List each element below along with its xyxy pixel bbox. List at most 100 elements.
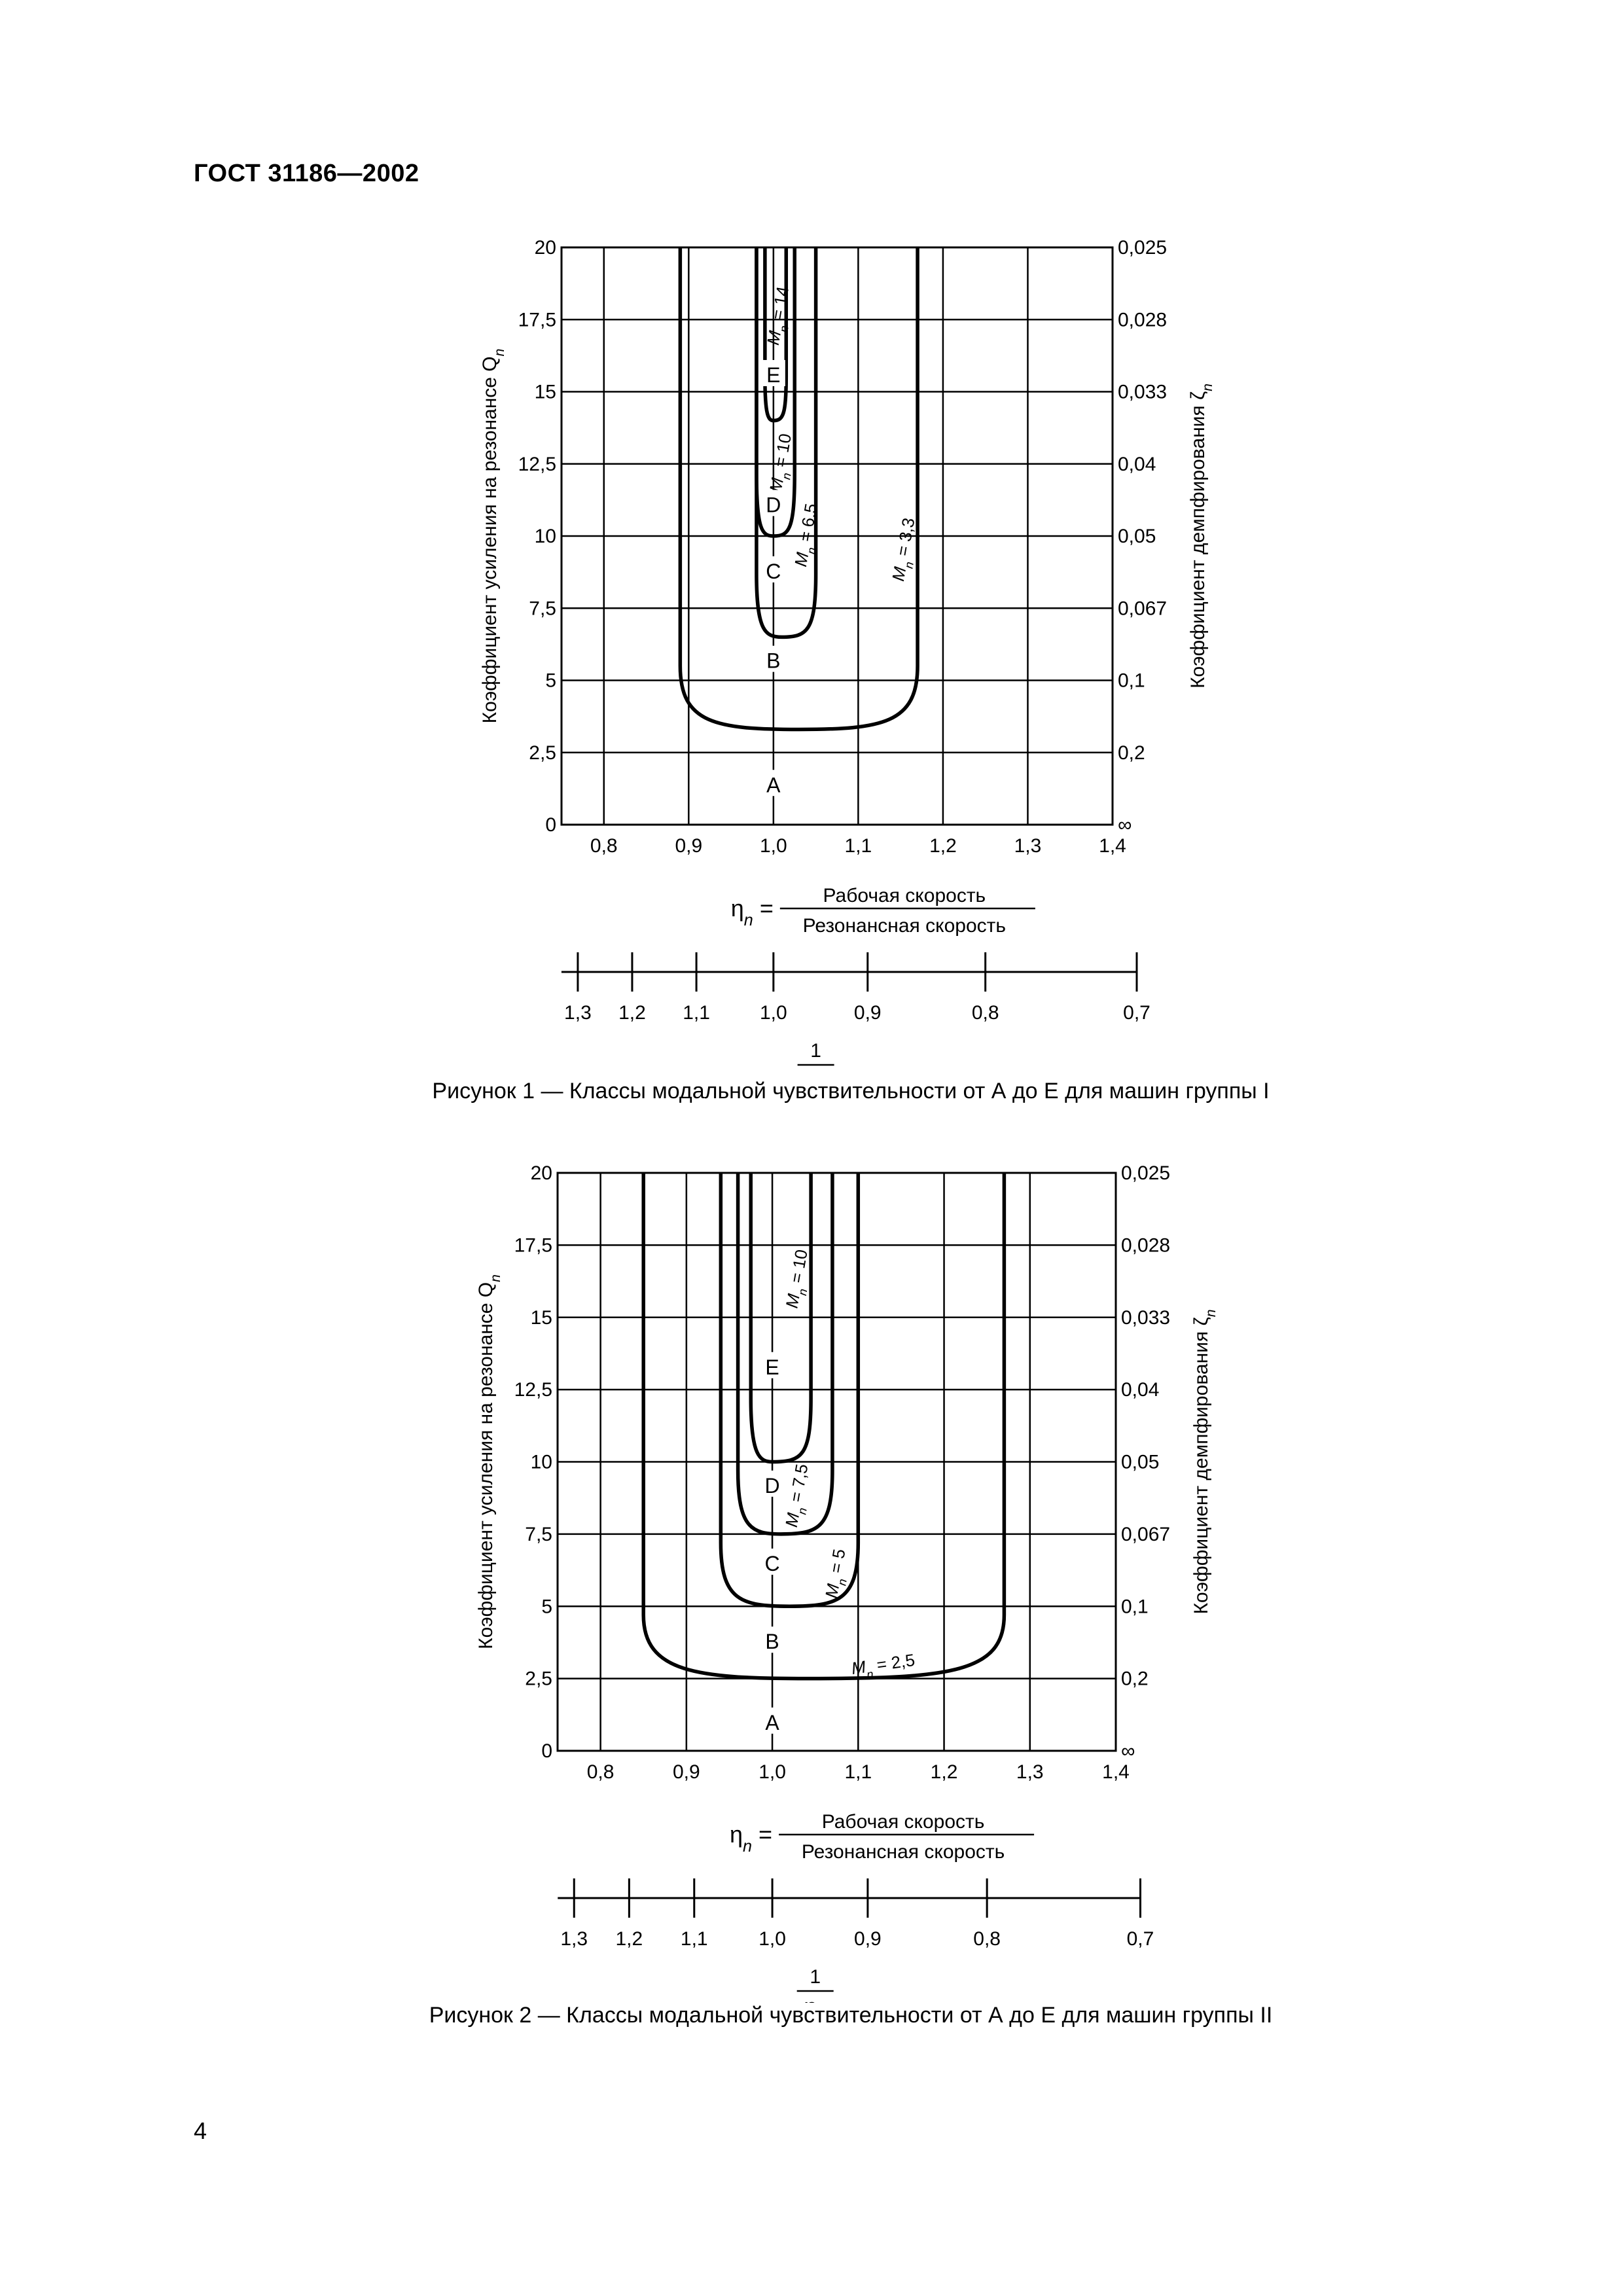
y2-tick-label: 0,1 [1121,1596,1149,1617]
reciprocal-axis-tick-label: 1,0 [760,1002,787,1024]
y2-tick-label: 0,04 [1121,1379,1159,1401]
y-tick-label: 12,5 [514,1379,552,1401]
series-curve [736,1173,834,1536]
y-axis-label: Коэффициент усиления на резонансе Qn [475,1274,503,1649]
x-formula-symbol: ηn = [731,895,774,929]
document-header: ГОСТ 31186—2002 [194,160,419,187]
y-tick-label: 17,5 [518,309,556,331]
zone-label: B [766,649,780,673]
y2-tick-label: 0,033 [1118,382,1167,403]
y2-tick-label: ∞ [1121,1740,1135,1762]
y2-tick-label: 0,033 [1121,1307,1170,1329]
x-formula-symbol: ηn = [730,1821,772,1856]
x-tick-label: 0,9 [675,835,702,857]
grid-lines [558,1172,1117,1752]
y-tick-label: 15 [531,1307,552,1329]
zone-label: C [766,560,781,583]
y-tick-label: 5 [545,670,556,692]
series-label: Mn = 5 [821,1547,855,1600]
reciprocal-axis-tick-label: 1,1 [683,1002,710,1024]
zone-label: B [765,1630,779,1653]
x-tick-label: 1,3 [1016,1761,1044,1783]
grid-lines [562,246,1114,826]
y-axis-label: Коэффициент усиления на резонансе Qn [479,349,507,724]
x-formula-numerator: Рабочая скорость [822,1811,985,1833]
x-tick-label: 0,8 [587,1761,615,1783]
y-tick-label: 2,5 [525,1668,552,1690]
series-curve [678,247,919,732]
zone-label-background [761,556,785,583]
y2-tick-label: 0,05 [1121,1452,1159,1473]
reciprocal-axis-tick-label: 1,3 [564,1002,592,1024]
reciprocal-axis-label-numerator: 1 [810,1966,821,1988]
zone-label: A [766,773,781,797]
reciprocal-axis-tick-label: 0,8 [972,1002,999,1024]
figure-2-caption: Рисунок 2 — Классы модальной чувствитель… [429,2003,1273,2028]
y2-tick-label: 0,028 [1118,309,1167,331]
x-tick-label: 1,0 [758,1761,786,1783]
x-formula-denominator: Резонансная скорость [802,1841,1005,1863]
y-tick-label: 12,5 [518,454,556,475]
y-tick-label: 0 [541,1740,552,1762]
reciprocal-axis-tick-label: 1,2 [618,1002,646,1024]
reciprocal-axis-label-numerator: 1 [810,1040,821,1062]
zone-label-background [761,770,785,797]
x-tick-label: 1,2 [931,1761,958,1783]
y2-tick-label: 0,028 [1121,1234,1170,1256]
reciprocal-axis-tick-label: 0,9 [854,1928,882,1950]
series-curve [719,1173,861,1608]
y-tick-label: 7,5 [529,598,556,619]
zone-label: D [765,1474,780,1498]
reciprocal-axis-tick-label: 0,9 [854,1002,882,1024]
zone-label: E [765,1355,779,1379]
x-tick-label: 1,2 [929,835,957,857]
reciprocal-axis-tick-label: 1,2 [615,1928,643,1950]
x-tick-label: 1,4 [1102,1761,1130,1783]
x-formula-numerator: Рабочая скорость [823,885,986,906]
zone-label: C [765,1552,780,1575]
reciprocal-axis-label-denominator: ηn [804,1993,827,2003]
zone-label-background [761,645,785,672]
series-label: Mn = 7,5 [781,1462,817,1530]
y2-tick-label: 0,2 [1121,1668,1149,1690]
zone-label-background [760,1352,785,1378]
series-curve [763,247,789,423]
y2-tick-label: 0,04 [1118,454,1156,475]
reciprocal-axis-label-denominator: ηn [805,1067,827,1073]
figure-1-caption: Рисунок 1 — Классы модальной чувствитель… [432,1079,1270,1103]
x-tick-label: 1,1 [845,835,872,857]
y2-tick-label: 0,025 [1118,237,1167,259]
y2-tick-label: 0,025 [1121,1162,1170,1184]
x-tick-label: 1,4 [1099,835,1126,857]
x-formula-denominator: Резонансная скорость [803,915,1006,937]
figure-2-chart: 0,8 0,9 1,0 1,1 1,2 1,3 1,4 0 2,5 5 7,5 10 12,5 15 17,… [475,1162,1219,2003]
x-tick-label: 1,0 [760,835,787,857]
zone-label-background [760,1626,785,1653]
y-tick-label: 20 [531,1162,552,1184]
reciprocal-axis-tick-label: 1,3 [560,1928,588,1950]
zone-label: A [765,1711,779,1734]
zone-label-background [761,360,785,387]
plot-frame [560,246,1114,826]
y2-tick-label: 0,1 [1118,670,1145,692]
y2-axis-label: Коэффициент демпфирования ζn [1190,1310,1219,1615]
y-tick-label: 20 [535,237,556,259]
y2-tick-label: ∞ [1118,814,1132,836]
zone-label-background [760,1470,785,1497]
reciprocal-axis-tick-label: 0,7 [1123,1002,1150,1024]
y-tick-label: 10 [531,1452,552,1473]
x-tick-label: 1,1 [844,1761,872,1783]
series-curve [749,1173,813,1464]
y2-axis-label: Коэффициент демпфирования ζn [1187,384,1215,689]
plot-frame [556,1172,1117,1752]
zone-label: E [766,363,780,387]
y-tick-label: 10 [535,526,556,547]
reciprocal-axis-tick-label: 1,0 [758,1928,786,1950]
y-tick-label: 0 [545,814,556,836]
y2-tick-label: 0,2 [1118,742,1145,764]
zone-label: D [766,493,781,516]
reciprocal-axis-tick-label: 1,1 [681,1928,708,1950]
page-number: 4 [194,2117,207,2144]
series-label: Mn = 14 [763,285,798,348]
reciprocal-axis-tick-label: 0,8 [973,1928,1001,1950]
